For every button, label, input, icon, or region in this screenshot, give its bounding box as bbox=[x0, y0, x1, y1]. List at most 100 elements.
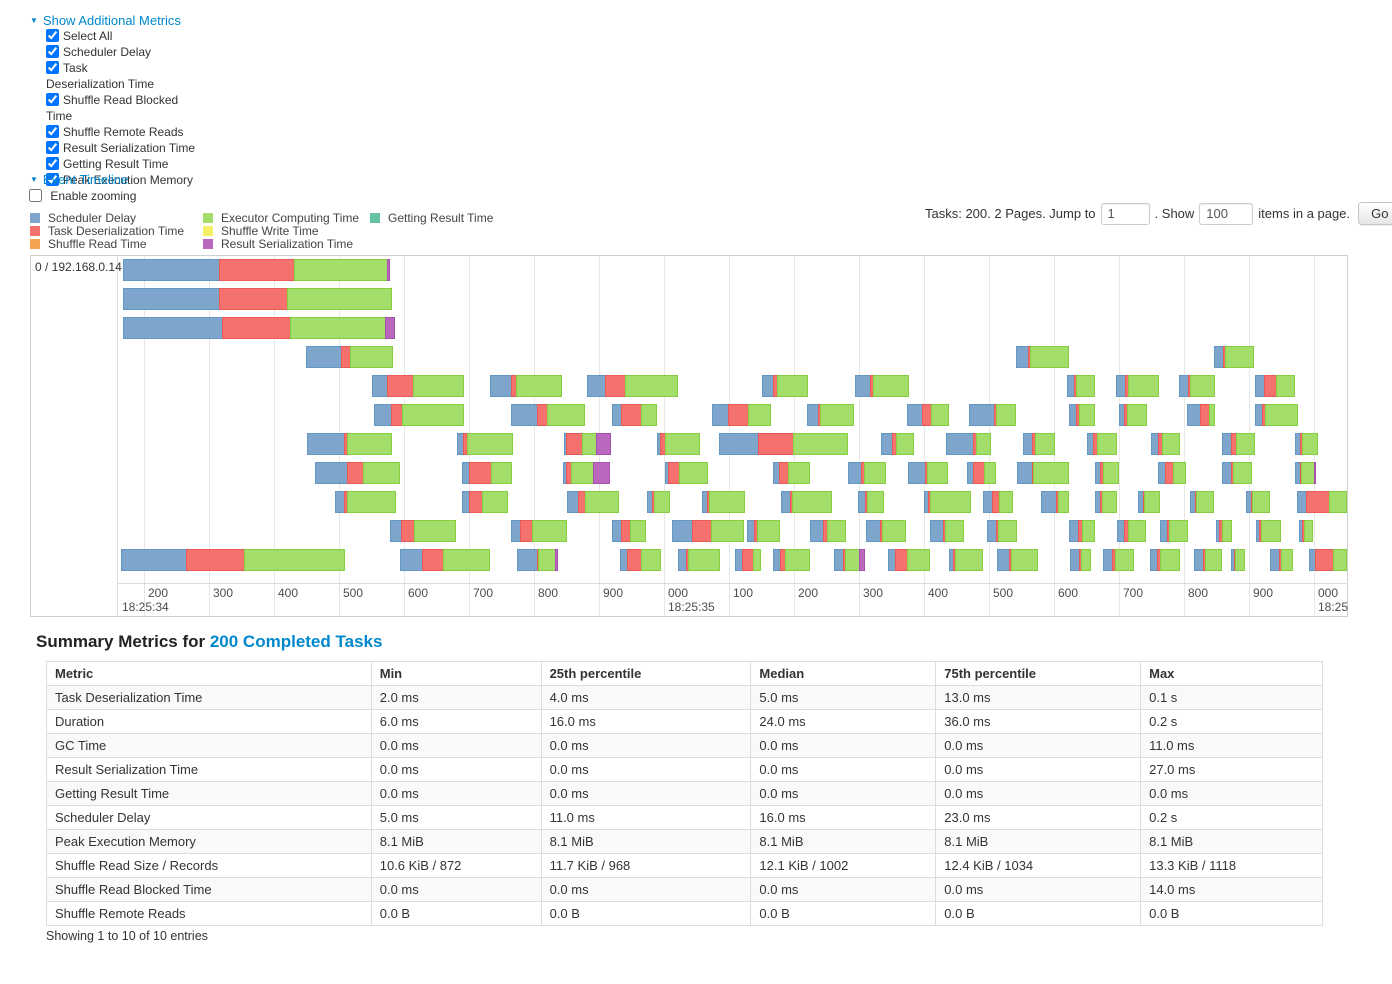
task-bar[interactable] bbox=[1150, 549, 1180, 571]
task-bar[interactable] bbox=[1256, 520, 1281, 542]
column-header[interactable]: Min bbox=[370, 661, 542, 686]
task-bar[interactable] bbox=[781, 491, 832, 513]
task-bar[interactable] bbox=[930, 520, 964, 542]
task-bar[interactable] bbox=[1246, 491, 1270, 513]
task-bar[interactable] bbox=[735, 549, 761, 571]
completed-tasks-link[interactable]: 200 Completed Tasks bbox=[209, 632, 383, 651]
task-bar[interactable] bbox=[1023, 433, 1055, 455]
task-bar[interactable] bbox=[773, 462, 810, 484]
task-bar[interactable] bbox=[1231, 549, 1245, 571]
task-bar[interactable] bbox=[457, 433, 513, 455]
column-header[interactable]: 25th percentile bbox=[540, 661, 752, 686]
task-bar[interactable] bbox=[719, 433, 848, 455]
task-bar[interactable] bbox=[946, 433, 991, 455]
task-bar[interactable] bbox=[1069, 404, 1095, 426]
task-bar[interactable] bbox=[462, 491, 508, 513]
task-bar[interactable] bbox=[807, 404, 854, 426]
task-bar[interactable] bbox=[511, 404, 585, 426]
task-bar[interactable] bbox=[1222, 462, 1252, 484]
go-button[interactable]: Go bbox=[1358, 202, 1392, 225]
task-bar[interactable] bbox=[1119, 404, 1147, 426]
task-bar[interactable] bbox=[564, 433, 611, 455]
task-bar[interactable] bbox=[747, 520, 780, 542]
task-bar[interactable] bbox=[1295, 462, 1316, 484]
task-bar[interactable] bbox=[306, 346, 393, 368]
task-bar[interactable] bbox=[123, 288, 392, 310]
task-bar[interactable] bbox=[1255, 375, 1295, 397]
task-bar[interactable] bbox=[1103, 549, 1134, 571]
task-bar[interactable] bbox=[834, 549, 865, 571]
task-bar[interactable] bbox=[1070, 549, 1091, 571]
task-bar[interactable] bbox=[888, 549, 930, 571]
event-timeline-link[interactable]: ▼ Event Timeline bbox=[30, 171, 128, 189]
task-bar[interactable] bbox=[907, 404, 949, 426]
task-bar[interactable] bbox=[1117, 520, 1146, 542]
task-bar[interactable] bbox=[567, 491, 619, 513]
metric-checkbox[interactable] bbox=[46, 157, 59, 170]
task-bar[interactable] bbox=[1138, 491, 1160, 513]
task-bar[interactable] bbox=[848, 462, 886, 484]
task-bar[interactable] bbox=[1095, 462, 1119, 484]
task-bar[interactable] bbox=[1295, 433, 1318, 455]
task-bar[interactable] bbox=[1016, 346, 1069, 368]
task-bar[interactable] bbox=[1194, 549, 1222, 571]
task-bar[interactable] bbox=[123, 317, 395, 339]
task-bar[interactable] bbox=[1041, 491, 1069, 513]
task-bar[interactable] bbox=[810, 520, 846, 542]
task-bar[interactable] bbox=[307, 433, 392, 455]
task-bar[interactable] bbox=[678, 549, 720, 571]
task-bar[interactable] bbox=[672, 520, 744, 542]
task-bar[interactable] bbox=[1187, 404, 1215, 426]
task-bar[interactable] bbox=[315, 462, 400, 484]
task-bar[interactable] bbox=[511, 520, 567, 542]
task-bar[interactable] bbox=[881, 433, 914, 455]
task-bar[interactable] bbox=[858, 491, 884, 513]
task-bar[interactable] bbox=[390, 520, 456, 542]
metric-checkbox[interactable] bbox=[46, 93, 59, 106]
show-additional-metrics-link[interactable]: ▼ Show Additional Metrics bbox=[30, 12, 181, 30]
task-bar[interactable] bbox=[773, 549, 810, 571]
task-bar[interactable] bbox=[587, 375, 678, 397]
task-bar[interactable] bbox=[665, 462, 708, 484]
task-bar[interactable] bbox=[762, 375, 808, 397]
task-bar[interactable] bbox=[969, 404, 1016, 426]
task-bar[interactable] bbox=[1116, 375, 1159, 397]
task-bar[interactable] bbox=[924, 491, 971, 513]
task-bar[interactable] bbox=[372, 375, 464, 397]
task-bar[interactable] bbox=[374, 404, 464, 426]
task-bar[interactable] bbox=[647, 491, 670, 513]
task-bar[interactable] bbox=[702, 491, 745, 513]
task-bar[interactable] bbox=[1309, 549, 1347, 571]
task-bar[interactable] bbox=[1160, 520, 1188, 542]
task-bar[interactable] bbox=[612, 404, 657, 426]
column-header[interactable]: 75th percentile bbox=[935, 661, 1142, 686]
page-size-input[interactable] bbox=[1199, 202, 1254, 225]
task-bar[interactable] bbox=[1270, 549, 1293, 571]
task-bar[interactable] bbox=[462, 462, 512, 484]
task-bar[interactable] bbox=[949, 549, 983, 571]
task-bar[interactable] bbox=[1299, 520, 1313, 542]
task-bar[interactable] bbox=[517, 549, 558, 571]
task-bar[interactable] bbox=[1017, 462, 1069, 484]
task-bar[interactable] bbox=[712, 404, 771, 426]
task-bar[interactable] bbox=[967, 462, 996, 484]
column-header[interactable]: Metric bbox=[46, 661, 372, 686]
task-bar[interactable] bbox=[908, 462, 948, 484]
task-bar[interactable] bbox=[983, 491, 1013, 513]
task-bar[interactable] bbox=[1067, 375, 1095, 397]
metric-checkbox[interactable] bbox=[46, 29, 59, 42]
task-bar[interactable] bbox=[1095, 491, 1117, 513]
column-header[interactable]: Median bbox=[750, 661, 937, 686]
task-bar[interactable] bbox=[1214, 346, 1254, 368]
task-bar[interactable] bbox=[1297, 491, 1347, 513]
task-bar[interactable] bbox=[997, 549, 1038, 571]
show-additional-metrics-label[interactable]: Show Additional Metrics bbox=[42, 13, 181, 28]
task-bar[interactable] bbox=[1190, 491, 1214, 513]
jump-to-page-input[interactable] bbox=[1100, 202, 1150, 225]
task-bar[interactable] bbox=[1069, 520, 1095, 542]
event-timeline-label[interactable]: Event Timeline bbox=[42, 172, 129, 187]
task-bar[interactable] bbox=[612, 520, 646, 542]
metric-checkbox[interactable] bbox=[46, 141, 59, 154]
enable-zooming-checkbox[interactable] bbox=[29, 189, 42, 202]
task-bar[interactable] bbox=[563, 462, 610, 484]
